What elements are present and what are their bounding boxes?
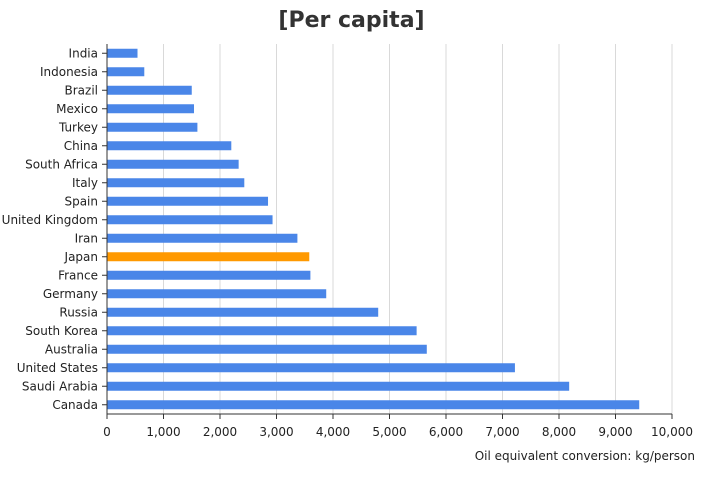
bar-japan <box>107 252 310 262</box>
bar-indonesia <box>107 67 145 77</box>
x-tick-label: 10,000 <box>651 425 693 439</box>
bar-france <box>107 270 311 280</box>
bar-mexico <box>107 104 195 114</box>
bar-saudi-arabia <box>107 381 570 391</box>
x-tick-label: 7,000 <box>485 425 519 439</box>
bar-italy <box>107 178 245 188</box>
bar-turkey <box>107 122 198 132</box>
x-axis-label: Oil equivalent conversion: kg/person <box>474 449 695 463</box>
y-tick-label: United States <box>17 361 98 375</box>
bar-united-kingdom <box>107 215 273 225</box>
bar-iran <box>107 233 298 243</box>
bar-united-states <box>107 363 515 373</box>
y-tick-label: Japan <box>64 250 98 264</box>
y-tick-label: Indonesia <box>40 65 98 79</box>
x-tick-label: 0 <box>103 425 111 439</box>
x-tick-label: 8,000 <box>542 425 576 439</box>
x-tick-label: 1,000 <box>146 425 180 439</box>
y-tick-label: India <box>69 46 98 60</box>
bar-russia <box>107 307 379 317</box>
y-tick-label: Saudi Arabia <box>22 379 98 393</box>
y-tick-label: Mexico <box>56 102 98 116</box>
y-tick-label: Australia <box>45 342 98 356</box>
x-tick-label: 9,000 <box>598 425 632 439</box>
bar-germany <box>107 289 327 299</box>
y-tick-label: United Kingdom <box>2 213 98 227</box>
bar-south-korea <box>107 326 417 336</box>
y-tick-label: South Korea <box>25 324 98 338</box>
y-tick-label: China <box>64 139 98 153</box>
bar-india <box>107 48 138 58</box>
y-tick-label: France <box>58 268 98 282</box>
y-tick-label: Italy <box>72 176 98 190</box>
y-tick-label: Turkey <box>58 120 98 134</box>
bar-brazil <box>107 85 192 95</box>
y-tick-label: Russia <box>59 305 98 319</box>
y-tick-label: Canada <box>52 398 98 412</box>
chart-title: [Per capita] <box>278 8 425 33</box>
x-tick-label: 2,000 <box>203 425 237 439</box>
y-tick-label: Germany <box>43 287 98 301</box>
x-tick-label: 3,000 <box>259 425 293 439</box>
y-tick-label: Iran <box>75 231 98 245</box>
y-tick-label: Spain <box>64 194 98 208</box>
bar-south-africa <box>107 159 239 169</box>
y-tick-label: South Africa <box>25 157 98 171</box>
bar-china <box>107 141 232 151</box>
y-tick-label: Brazil <box>65 83 99 97</box>
bar-canada <box>107 400 640 410</box>
x-tick-label: 5,000 <box>372 425 406 439</box>
x-tick-label: 6,000 <box>429 425 463 439</box>
x-tick-label: 4,000 <box>316 425 350 439</box>
bar-australia <box>107 344 427 354</box>
bar-spain <box>107 196 269 206</box>
